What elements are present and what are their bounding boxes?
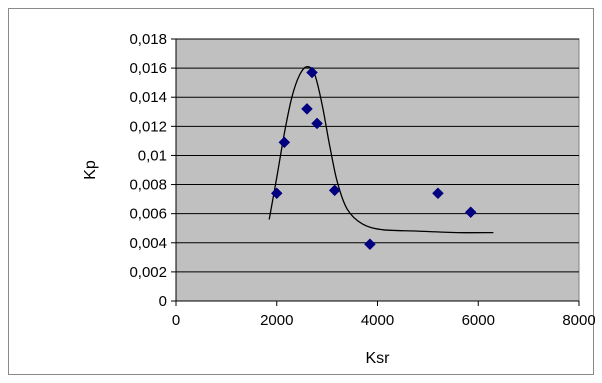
data-point-marker (306, 66, 318, 79)
y-tick-label: 0,002 (129, 264, 167, 281)
scatter-chart: 0 0,002 0,004 0,006 0,008 0,01 0,012 0,014 0,016… (82, 31, 595, 367)
x-tick-label: 6000 (462, 312, 495, 329)
y-tick-label: 0,006 (129, 206, 167, 223)
data-point-marker (301, 103, 313, 115)
x-tick-label: 0 (172, 312, 180, 329)
x-tick-labels: 0 2000 4000 6000 8000 (172, 312, 595, 329)
y-tick-label: 0,01 (138, 147, 167, 164)
plot-area (175, 38, 580, 302)
data-point-marker (328, 184, 341, 197)
data-point-marker (464, 206, 477, 219)
data-point-marker (364, 238, 376, 251)
x-tick-label: 4000 (361, 312, 394, 329)
y-tick-labels: 0 0,002 0,004 0,006 0,008 0,01 0,012 0,014 0,016… (129, 31, 167, 310)
data-points (270, 66, 477, 251)
data-point-marker (278, 136, 291, 149)
data-point-marker (311, 117, 323, 130)
y-tick-label: 0,008 (129, 177, 167, 194)
axes (171, 38, 580, 306)
data-point-marker (432, 187, 444, 200)
x-tick-label: 2000 (260, 312, 293, 329)
y-tick-label: 0,016 (129, 60, 167, 77)
grid-lines (176, 38, 579, 273)
y-tick-label: 0 (159, 293, 167, 310)
x-tick-label: 8000 (562, 312, 595, 329)
chart-frame: 0 0,002 0,004 0,006 0,008 0,01 0,012 0,014 0,016… (8, 8, 595, 375)
y-tick-label: 0,018 (129, 31, 167, 48)
data-point-marker (270, 187, 283, 200)
y-tick-label: 0,014 (129, 89, 167, 106)
x-axis-title: Ksr (366, 350, 391, 367)
y-tick-label: 0,004 (129, 235, 167, 252)
y-axis-title: Kp (82, 160, 99, 180)
trend-line (268, 66, 494, 234)
y-tick-label: 0,012 (129, 118, 167, 135)
